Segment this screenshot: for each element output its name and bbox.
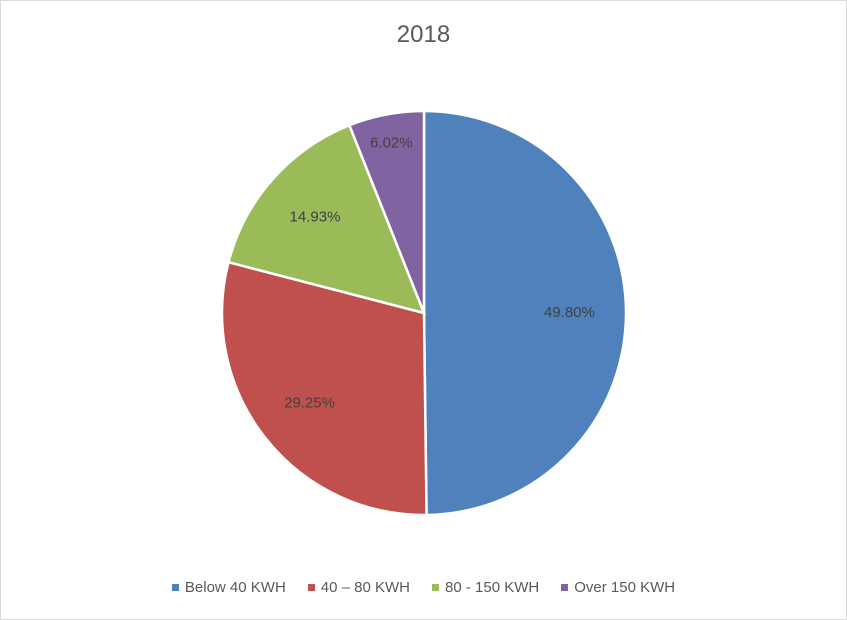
legend-item-40-80: 40 – 80 KWH xyxy=(307,579,410,596)
data-label: 14.93% xyxy=(290,209,341,226)
legend-item-over-150: Over 150 KWH xyxy=(561,579,675,596)
legend-item-80-150: 80 - 150 KWH xyxy=(432,579,539,596)
legend-label: 40 – 80 KWH xyxy=(320,579,410,596)
legend-label: Below 40 KWH xyxy=(184,579,286,596)
legend-swatch xyxy=(432,584,439,591)
slice-over-150 xyxy=(347,109,426,314)
legend-label: 80 - 150 KWH xyxy=(445,579,540,596)
data-label: 6.02% xyxy=(370,134,413,151)
legend-label: Over 150 KWH xyxy=(574,579,676,596)
legend-swatch xyxy=(307,584,315,591)
data-label: 49.80% xyxy=(544,304,595,321)
data-label: 29.25% xyxy=(284,395,335,412)
chart-title: 2018 xyxy=(396,21,451,48)
slice-40-80 xyxy=(220,260,428,517)
legend-swatch xyxy=(171,584,179,591)
slice-below-40 xyxy=(422,109,628,517)
legend: Below 40 KWH 40 – 80 KWH 80 - 150 KWH Ov… xyxy=(1,579,846,596)
legend-item-below-40: Below 40 KWH xyxy=(171,579,286,596)
legend-swatch xyxy=(561,584,569,591)
slice-80-150 xyxy=(226,123,427,315)
